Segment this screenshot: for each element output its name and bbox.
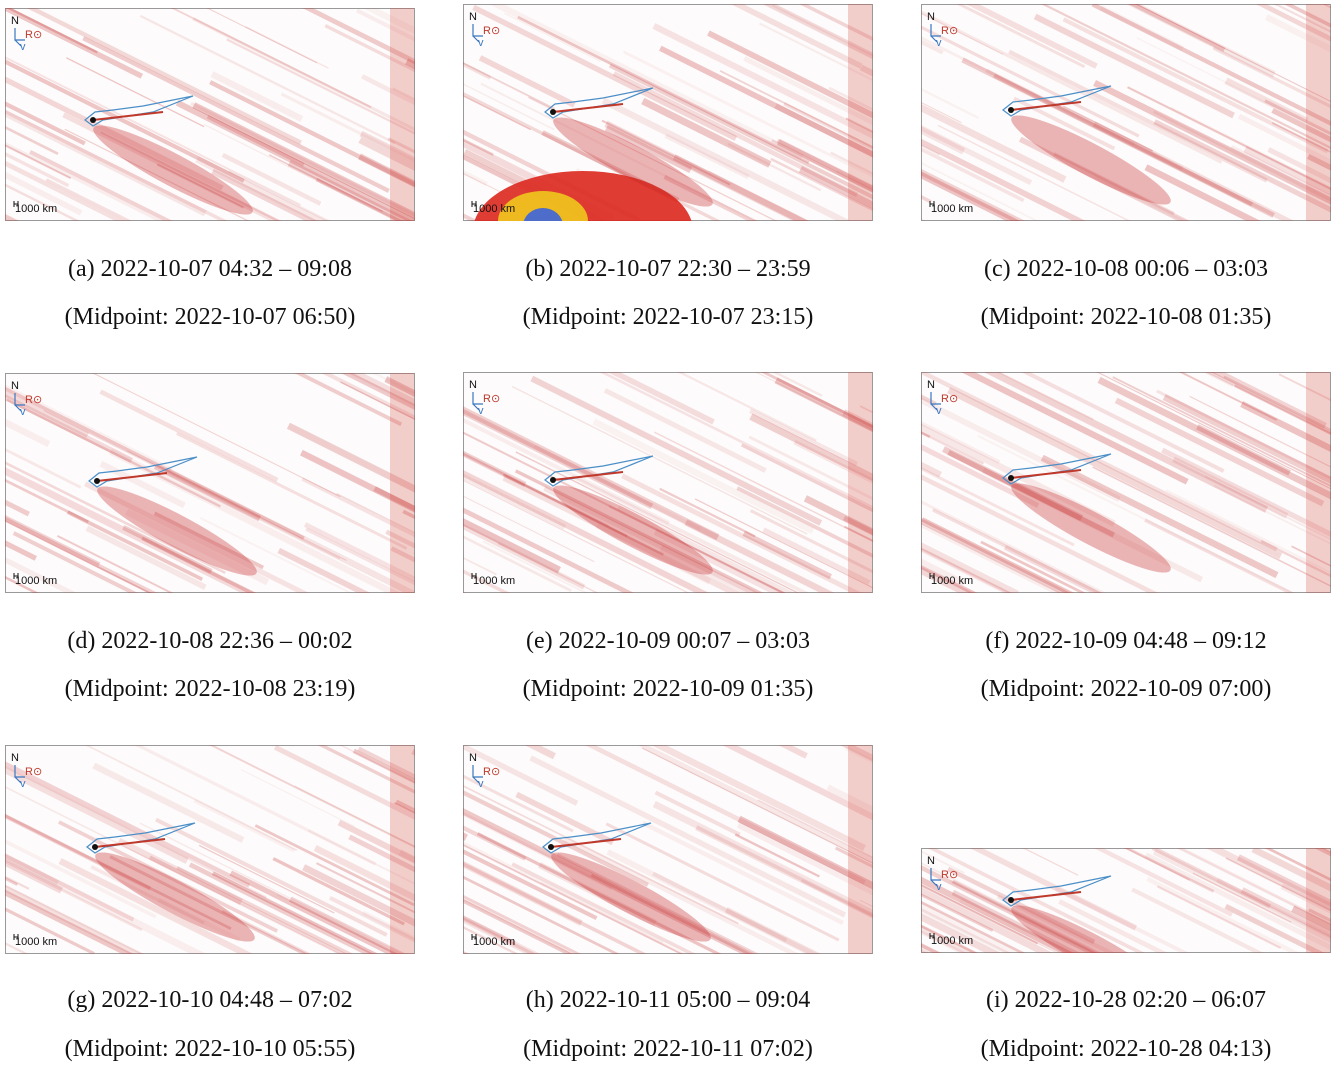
north-label: N: [469, 11, 477, 23]
midpoint: (Midpoint: 2022-10-08 01:35): [896, 304, 1335, 331]
nucleus: [92, 844, 98, 850]
caption: (f) 2022-10-09 04:48 – 09:12: [896, 628, 1335, 655]
caption: (d) 2022-10-08 22:36 – 00:02: [0, 628, 440, 655]
caption: (i) 2022-10-28 02:20 – 06:07: [896, 987, 1335, 1014]
figure: NR⊙v1000 km(a) 2022-10-07 04:32 – 09:08(…: [0, 0, 1335, 1068]
caption: (c) 2022-10-08 00:06 – 03:03: [896, 256, 1335, 283]
radial-label: R⊙: [483, 25, 500, 37]
radial-label: R⊙: [941, 25, 958, 37]
edge-band: [390, 373, 414, 593]
midpoint: (Midpoint: 2022-10-07 23:15): [438, 304, 898, 331]
velocity-label: v: [478, 37, 484, 49]
scale-label: 1000 km: [931, 935, 973, 947]
north-label: N: [469, 379, 477, 391]
edge-band: [848, 372, 872, 593]
north-label: N: [927, 855, 935, 867]
caption: (g) 2022-10-10 04:48 – 07:02: [0, 987, 440, 1014]
nucleus: [1008, 897, 1014, 903]
north-label: N: [11, 380, 19, 392]
north-label: N: [927, 11, 935, 23]
midpoint: (Midpoint: 2022-10-10 05:55): [0, 1036, 440, 1063]
radial-label: R⊙: [25, 394, 42, 406]
north-label: N: [469, 752, 477, 764]
north-label: N: [11, 15, 19, 27]
scale-label: 1000 km: [15, 203, 57, 215]
panel-image: N R⊙v 1000 km: [921, 372, 1331, 593]
nucleus: [90, 117, 96, 123]
nucleus: [1008, 107, 1014, 113]
velocity-label: v: [20, 41, 26, 53]
velocity-label: v: [20, 406, 26, 418]
midpoint: (Midpoint: 2022-10-09 01:35): [438, 676, 898, 703]
panel-image: N R⊙v 1000 km: [463, 4, 873, 221]
velocity-label: v: [936, 37, 942, 49]
panel-image: N R⊙v 1000 km: [5, 373, 415, 593]
north-label: N: [11, 752, 19, 764]
nucleus: [548, 844, 554, 850]
edge-band: [848, 4, 872, 221]
caption: (b) 2022-10-07 22:30 – 23:59: [438, 256, 898, 283]
caption: (e) 2022-10-09 00:07 – 03:03: [438, 628, 898, 655]
edge-band: [1306, 4, 1330, 221]
edge-band: [390, 8, 414, 221]
midpoint: (Midpoint: 2022-10-11 07:02): [438, 1036, 898, 1063]
nucleus: [550, 109, 556, 115]
edge-band: [390, 745, 414, 954]
scale-label: 1000 km: [15, 575, 57, 587]
panel-image: N R⊙v 1000 km: [5, 745, 415, 954]
nucleus: [550, 477, 556, 483]
midpoint: (Midpoint: 2022-10-28 04:13): [896, 1036, 1335, 1063]
panel-image: N R⊙v 1000 km: [921, 848, 1331, 953]
scale-label: 1000 km: [473, 936, 515, 948]
scale-label: 1000 km: [931, 203, 973, 215]
scale-label: 1000 km: [931, 575, 973, 587]
radial-label: R⊙: [25, 29, 42, 41]
scale-label: 1000 km: [473, 575, 515, 587]
velocity-label: v: [478, 778, 484, 790]
radial-label: R⊙: [941, 393, 958, 405]
panel-image: N R⊙v 1000 km: [5, 8, 415, 221]
radial-label: R⊙: [941, 869, 958, 881]
scale-label: 1000 km: [15, 936, 57, 948]
panel-image: N R⊙v 1000 km: [921, 4, 1331, 221]
north-label: N: [927, 379, 935, 391]
caption: (h) 2022-10-11 05:00 – 09:04: [438, 987, 898, 1014]
radial-label: R⊙: [483, 393, 500, 405]
panel-image: N R⊙v 1000 km: [463, 372, 873, 593]
scale-label: 1000 km: [473, 203, 515, 215]
nucleus: [94, 478, 100, 484]
radial-label: R⊙: [483, 766, 500, 778]
velocity-label: v: [478, 405, 484, 417]
edge-band: [1306, 848, 1330, 953]
radial-label: R⊙: [25, 766, 42, 778]
midpoint: (Midpoint: 2022-10-08 23:19): [0, 676, 440, 703]
edge-band: [848, 745, 872, 954]
caption: (a) 2022-10-07 04:32 – 09:08: [0, 256, 440, 283]
velocity-label: v: [20, 778, 26, 790]
nucleus: [1008, 475, 1014, 481]
velocity-label: v: [936, 881, 942, 893]
midpoint: (Midpoint: 2022-10-07 06:50): [0, 304, 440, 331]
midpoint: (Midpoint: 2022-10-09 07:00): [896, 676, 1335, 703]
panel-image: N R⊙v 1000 km: [463, 745, 873, 954]
edge-band: [1306, 372, 1330, 593]
velocity-label: v: [936, 405, 942, 417]
